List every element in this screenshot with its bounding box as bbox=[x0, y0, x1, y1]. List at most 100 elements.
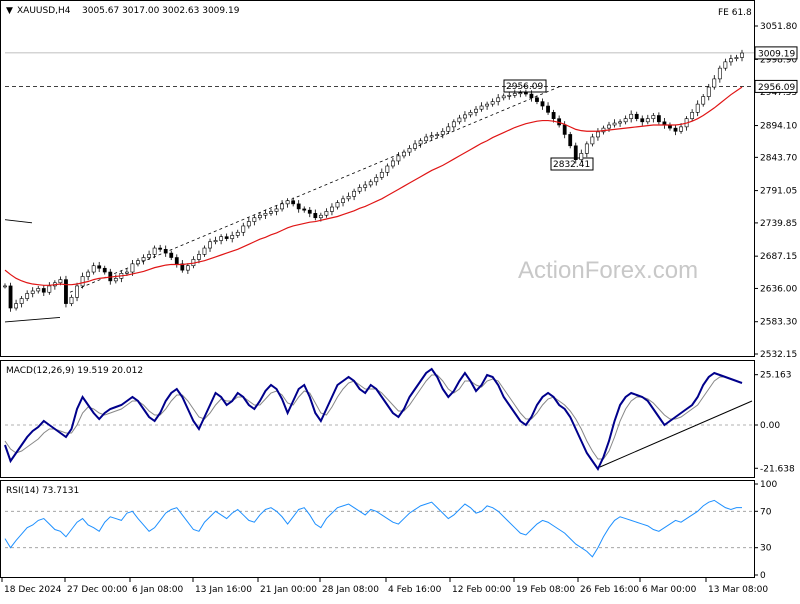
x-axis-label: 26 Feb 16:00 bbox=[580, 585, 639, 595]
candle-body bbox=[407, 148, 412, 153]
candle-body bbox=[296, 203, 301, 210]
symbol-menu-icon[interactable]: ▼ bbox=[6, 6, 13, 16]
support-line bbox=[4, 317, 61, 323]
watermark: ActionForex.com bbox=[518, 257, 698, 284]
rsi-axis-label: 0 bbox=[760, 571, 766, 581]
rsi-panel-frame bbox=[0, 480, 755, 578]
candle-body bbox=[634, 113, 639, 119]
symbol-label: XAUUSD,H4 bbox=[17, 6, 71, 16]
candle-body bbox=[629, 113, 634, 119]
candle-body bbox=[695, 103, 700, 113]
candle-body bbox=[330, 206, 334, 212]
candle-body bbox=[341, 198, 345, 203]
x-axis-label: 21 Jan 00:00 bbox=[260, 585, 317, 595]
candle-body bbox=[474, 108, 478, 113]
x-axis-label: 18 Dec 2024 bbox=[4, 585, 62, 595]
candle-body bbox=[463, 114, 467, 119]
candle-body bbox=[75, 285, 79, 298]
macd-signal-line bbox=[4, 374, 743, 460]
candle-body bbox=[202, 247, 207, 255]
rsi-axis-label: 30 bbox=[760, 544, 772, 554]
candle-body bbox=[64, 279, 68, 304]
candle-body bbox=[590, 136, 595, 145]
level-tag-label: 2956.09 bbox=[758, 83, 795, 93]
candle-body bbox=[551, 112, 556, 119]
macd-axis-label: 25.163 bbox=[760, 371, 792, 381]
candle-body bbox=[501, 95, 506, 99]
candle-body bbox=[30, 290, 35, 294]
candle-body bbox=[174, 257, 179, 265]
candle-body bbox=[618, 121, 622, 124]
trend-channel-line bbox=[69, 86, 561, 293]
candle-body bbox=[496, 97, 501, 102]
rsi-label: RSI(14) 73.7131 bbox=[6, 486, 79, 496]
candle-body bbox=[80, 276, 85, 287]
candle-body bbox=[213, 240, 218, 243]
candle-body bbox=[197, 254, 201, 260]
candle-body bbox=[152, 247, 157, 255]
candle-body bbox=[147, 254, 151, 258]
candle-body bbox=[485, 103, 489, 107]
x-axis-label: 6 Jan 08:00 bbox=[132, 585, 184, 595]
candle-body bbox=[224, 236, 229, 239]
ohlc-readout: 3005.67 3017.00 3002.63 3009.19 bbox=[82, 6, 240, 16]
candle-body bbox=[507, 95, 512, 97]
price-panel-frame bbox=[0, 0, 755, 357]
candle-body bbox=[58, 279, 63, 284]
last-price-tag bbox=[754, 46, 798, 60]
macd-label: MACD(12,26,9) 19.519 20.012 bbox=[6, 366, 143, 376]
candle-body bbox=[607, 124, 611, 129]
candle-body bbox=[230, 235, 235, 239]
candle-body bbox=[246, 221, 251, 227]
candle-body bbox=[263, 213, 268, 216]
candle-body bbox=[656, 115, 661, 123]
rsi-axis-label: 100 bbox=[760, 480, 777, 490]
price-axis-label: 2532.15 bbox=[760, 350, 797, 360]
candle-body bbox=[302, 208, 307, 211]
x-axis-label: 13 Jan 16:00 bbox=[195, 585, 252, 595]
candle-body bbox=[130, 263, 135, 273]
candle-body bbox=[518, 92, 523, 95]
candle-body bbox=[19, 298, 24, 304]
candle-body bbox=[169, 252, 174, 258]
last-price-tag-label: 3009.19 bbox=[758, 49, 795, 59]
candle-body bbox=[535, 97, 539, 102]
candle-body bbox=[324, 211, 329, 216]
candle-body bbox=[729, 58, 733, 63]
candle-body bbox=[3, 285, 7, 288]
candle-body bbox=[25, 293, 30, 299]
price-axis-label: 2636.00 bbox=[760, 284, 797, 294]
candle-body bbox=[346, 195, 351, 200]
candle-body bbox=[706, 86, 711, 97]
level-tag bbox=[754, 79, 798, 93]
candle-body bbox=[540, 101, 545, 107]
candle-body bbox=[285, 200, 290, 205]
moving-average-line bbox=[4, 86, 743, 286]
fib-label: FE 61.8 bbox=[718, 8, 752, 18]
candle-body bbox=[562, 124, 567, 135]
candle-body bbox=[429, 135, 434, 138]
candle-body bbox=[385, 165, 390, 173]
candle-body bbox=[584, 143, 589, 154]
candle-body bbox=[125, 271, 129, 274]
candle-body bbox=[546, 105, 550, 113]
candle-body bbox=[291, 200, 296, 205]
candle-body bbox=[440, 130, 445, 135]
candle-body bbox=[568, 134, 573, 147]
annotation-low-label: 2832.41 bbox=[553, 160, 590, 170]
candle-body bbox=[280, 203, 284, 210]
candle-body bbox=[86, 271, 91, 277]
candle-body bbox=[219, 236, 224, 241]
candle-body bbox=[357, 187, 362, 192]
x-axis-label: 19 Feb 08:00 bbox=[516, 585, 575, 595]
candle-body bbox=[241, 225, 246, 233]
candle-body bbox=[185, 265, 190, 271]
candle-body bbox=[163, 249, 168, 254]
candle-body bbox=[14, 303, 18, 309]
candle-body bbox=[368, 181, 373, 186]
macd-panel-frame bbox=[0, 360, 755, 478]
candle-body bbox=[396, 155, 401, 162]
candle-body bbox=[413, 143, 417, 149]
candle-body bbox=[141, 257, 146, 261]
